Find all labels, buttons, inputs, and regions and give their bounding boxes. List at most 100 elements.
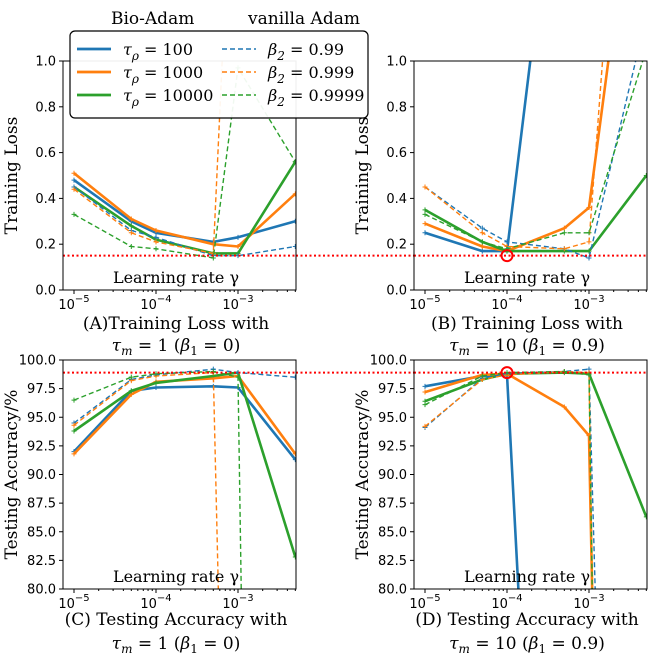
data-point: [153, 234, 159, 240]
legend-subscript: ρ: [131, 49, 139, 63]
data-point: [586, 255, 592, 261]
tick-base: 10: [222, 298, 239, 313]
data-point: [643, 514, 647, 520]
data-point: [422, 207, 428, 213]
caption-subscript: 1: [190, 642, 198, 656]
caption-symbol: τ: [449, 336, 459, 356]
data-point: [71, 177, 77, 183]
legend-value: = 0.999: [285, 63, 354, 82]
caption-line-2: τm = 1 (β1 = 0): [112, 634, 241, 656]
data-point: [422, 389, 428, 395]
data-point: [235, 243, 241, 249]
data-point: [586, 230, 592, 236]
data-point: [153, 384, 159, 390]
y-tick-label: 80.0: [378, 583, 407, 598]
caption-line-2: τm = 1 (β1 = 0): [112, 336, 241, 358]
x-tick-label: 10−4: [140, 294, 171, 313]
x-axis-label: Learning rate γ: [464, 268, 590, 287]
caption-text-part: = 10 (: [470, 634, 529, 654]
x-tick-label: 10−5: [409, 294, 440, 313]
y-tick-label: 1.0: [386, 55, 407, 70]
tick-exponent: −3: [239, 294, 254, 305]
x-tick-label: 10−5: [58, 593, 89, 612]
y-tick-label: 0.0: [386, 284, 407, 299]
axes-frame: [413, 60, 648, 291]
x-tick-label: 10−3: [573, 294, 604, 313]
data-point: [235, 374, 241, 380]
data-point: [128, 243, 134, 249]
y-tick-label: 90.0: [27, 468, 56, 483]
y-axis-label: Training Loss: [353, 117, 373, 235]
y-tick-label: 95.0: [378, 411, 407, 426]
y-tick-label: 97.5: [27, 382, 56, 397]
x-axis-label: Learning rate γ: [464, 567, 590, 586]
series-line: [73, 368, 296, 424]
data-point: [71, 422, 77, 428]
legend-value: = 100: [139, 40, 193, 59]
data-point: [422, 383, 428, 389]
data-point: [292, 374, 296, 380]
y-tick-label: 0.6: [386, 146, 407, 161]
legend-bio-tau1000: τρ = 1000: [123, 63, 203, 86]
series-line: [424, 61, 532, 253]
series-line: [424, 370, 593, 589]
tick-base: 10: [573, 597, 590, 612]
data-point: [422, 211, 428, 217]
data-point: [128, 388, 134, 394]
data-point: [586, 248, 592, 254]
x-tick-label: 10−4: [491, 593, 522, 612]
legend-header-bio: Bio-Adam: [111, 9, 194, 29]
caption-symbol: β: [179, 336, 190, 356]
legend-box: [69, 30, 369, 119]
caption-text-part: = 0): [198, 336, 241, 356]
y-tick-label: 90.0: [378, 468, 407, 483]
y-tick-label: 82.5: [378, 554, 407, 569]
legend-value: = 0.9999: [285, 86, 365, 105]
y-axis-label: Training Loss: [2, 117, 22, 235]
y-tick-label: 97.5: [378, 382, 407, 397]
legend-symbol: β: [267, 40, 277, 59]
y-tick-label: 0.6: [35, 146, 56, 161]
data-point: [561, 404, 567, 410]
series-line: [424, 370, 593, 589]
data-point: [292, 457, 296, 463]
x-tick-label: 10−3: [222, 294, 253, 313]
x-tick-label: 10−5: [58, 294, 89, 313]
data-point: [643, 173, 647, 178]
series-line: [424, 61, 637, 259]
series-line: [424, 61, 610, 253]
legend-symbol: τ: [123, 40, 133, 59]
optimum-marker: [500, 249, 514, 263]
caption-symbol: β: [528, 634, 539, 654]
caption-symbol: τ: [449, 634, 459, 654]
data-point: [292, 554, 296, 560]
tick-exponent: −4: [508, 294, 523, 305]
caption-line-1: (B) Training Loss with: [431, 314, 623, 334]
legend-header-vanilla: vanilla Adam: [247, 9, 360, 29]
legend-bio-tau10000: τρ = 10000: [123, 86, 213, 109]
caption-symbol: τ: [112, 336, 122, 356]
legend-subscript: ρ: [131, 95, 139, 109]
tick-exponent: −4: [508, 593, 523, 604]
caption-line-1: (C) Testing Accuracy with: [65, 610, 288, 630]
y-axis-label: Testing Accuracy/%: [2, 390, 22, 560]
caption-line-1: (A)Training Loss with: [83, 314, 269, 334]
caption-symbol: τ: [112, 634, 122, 654]
x-tick-label: 10−5: [409, 593, 440, 612]
tick-exponent: −4: [157, 294, 172, 305]
tick-base: 10: [573, 298, 590, 313]
data-point: [235, 234, 241, 240]
data-point: [292, 451, 296, 457]
tick-exponent: −5: [426, 294, 441, 305]
data-point: [128, 374, 134, 380]
series-group: [422, 61, 647, 261]
tick-base: 10: [140, 597, 157, 612]
caption-subscript: 1: [538, 344, 546, 358]
data-point: [586, 205, 592, 211]
data-point: [153, 371, 159, 377]
x-axis-label: Learning rate γ: [113, 268, 239, 287]
y-tick-label: 100.0: [370, 354, 407, 369]
caption-subscript: m: [121, 344, 132, 358]
